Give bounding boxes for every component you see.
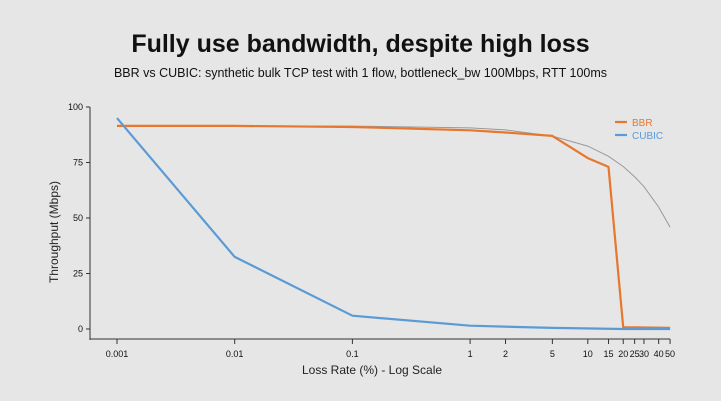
x-tick-label: 10 (583, 349, 593, 359)
x-axis-label: Loss Rate (%) - Log Scale (302, 363, 442, 377)
x-tick-label: 30 (639, 349, 649, 359)
y-tick-label: 100 (68, 102, 83, 112)
series-line-bbr (117, 124, 671, 329)
x-tick-label: 15 (604, 349, 614, 359)
y-tick-label: 75 (73, 158, 83, 168)
legend-label-bbr: BBR (632, 118, 653, 129)
x-tick-label: 25 (630, 349, 640, 359)
y-axis-label: Throughput (Mbps) (47, 181, 61, 283)
reference-line (117, 125, 671, 228)
y-tick-label: 25 (73, 269, 83, 279)
x-tick-label: 50 (665, 349, 675, 359)
y-tick-label: 0 (78, 324, 83, 334)
legend-label-cubic: CUBIC (632, 131, 663, 142)
chart-title: Fully use bandwidth, despite high loss (131, 30, 590, 58)
x-tick-label: 40 (654, 349, 664, 359)
x-tick-label: 1 (468, 349, 473, 359)
x-tick-label: 0.01 (226, 349, 244, 359)
x-tick-label: 0.1 (346, 349, 359, 359)
x-tick-label: 0.001 (106, 349, 129, 359)
chart-subtitle: BBR vs CUBIC: synthetic bulk TCP test wi… (113, 66, 608, 80)
series-line-cubic (116, 117, 671, 331)
x-tick-label: 2 (503, 349, 508, 359)
y-tick-label: 50 (73, 213, 83, 223)
x-tick-label: 5 (550, 349, 555, 359)
x-tick-label: 20 (618, 349, 628, 359)
